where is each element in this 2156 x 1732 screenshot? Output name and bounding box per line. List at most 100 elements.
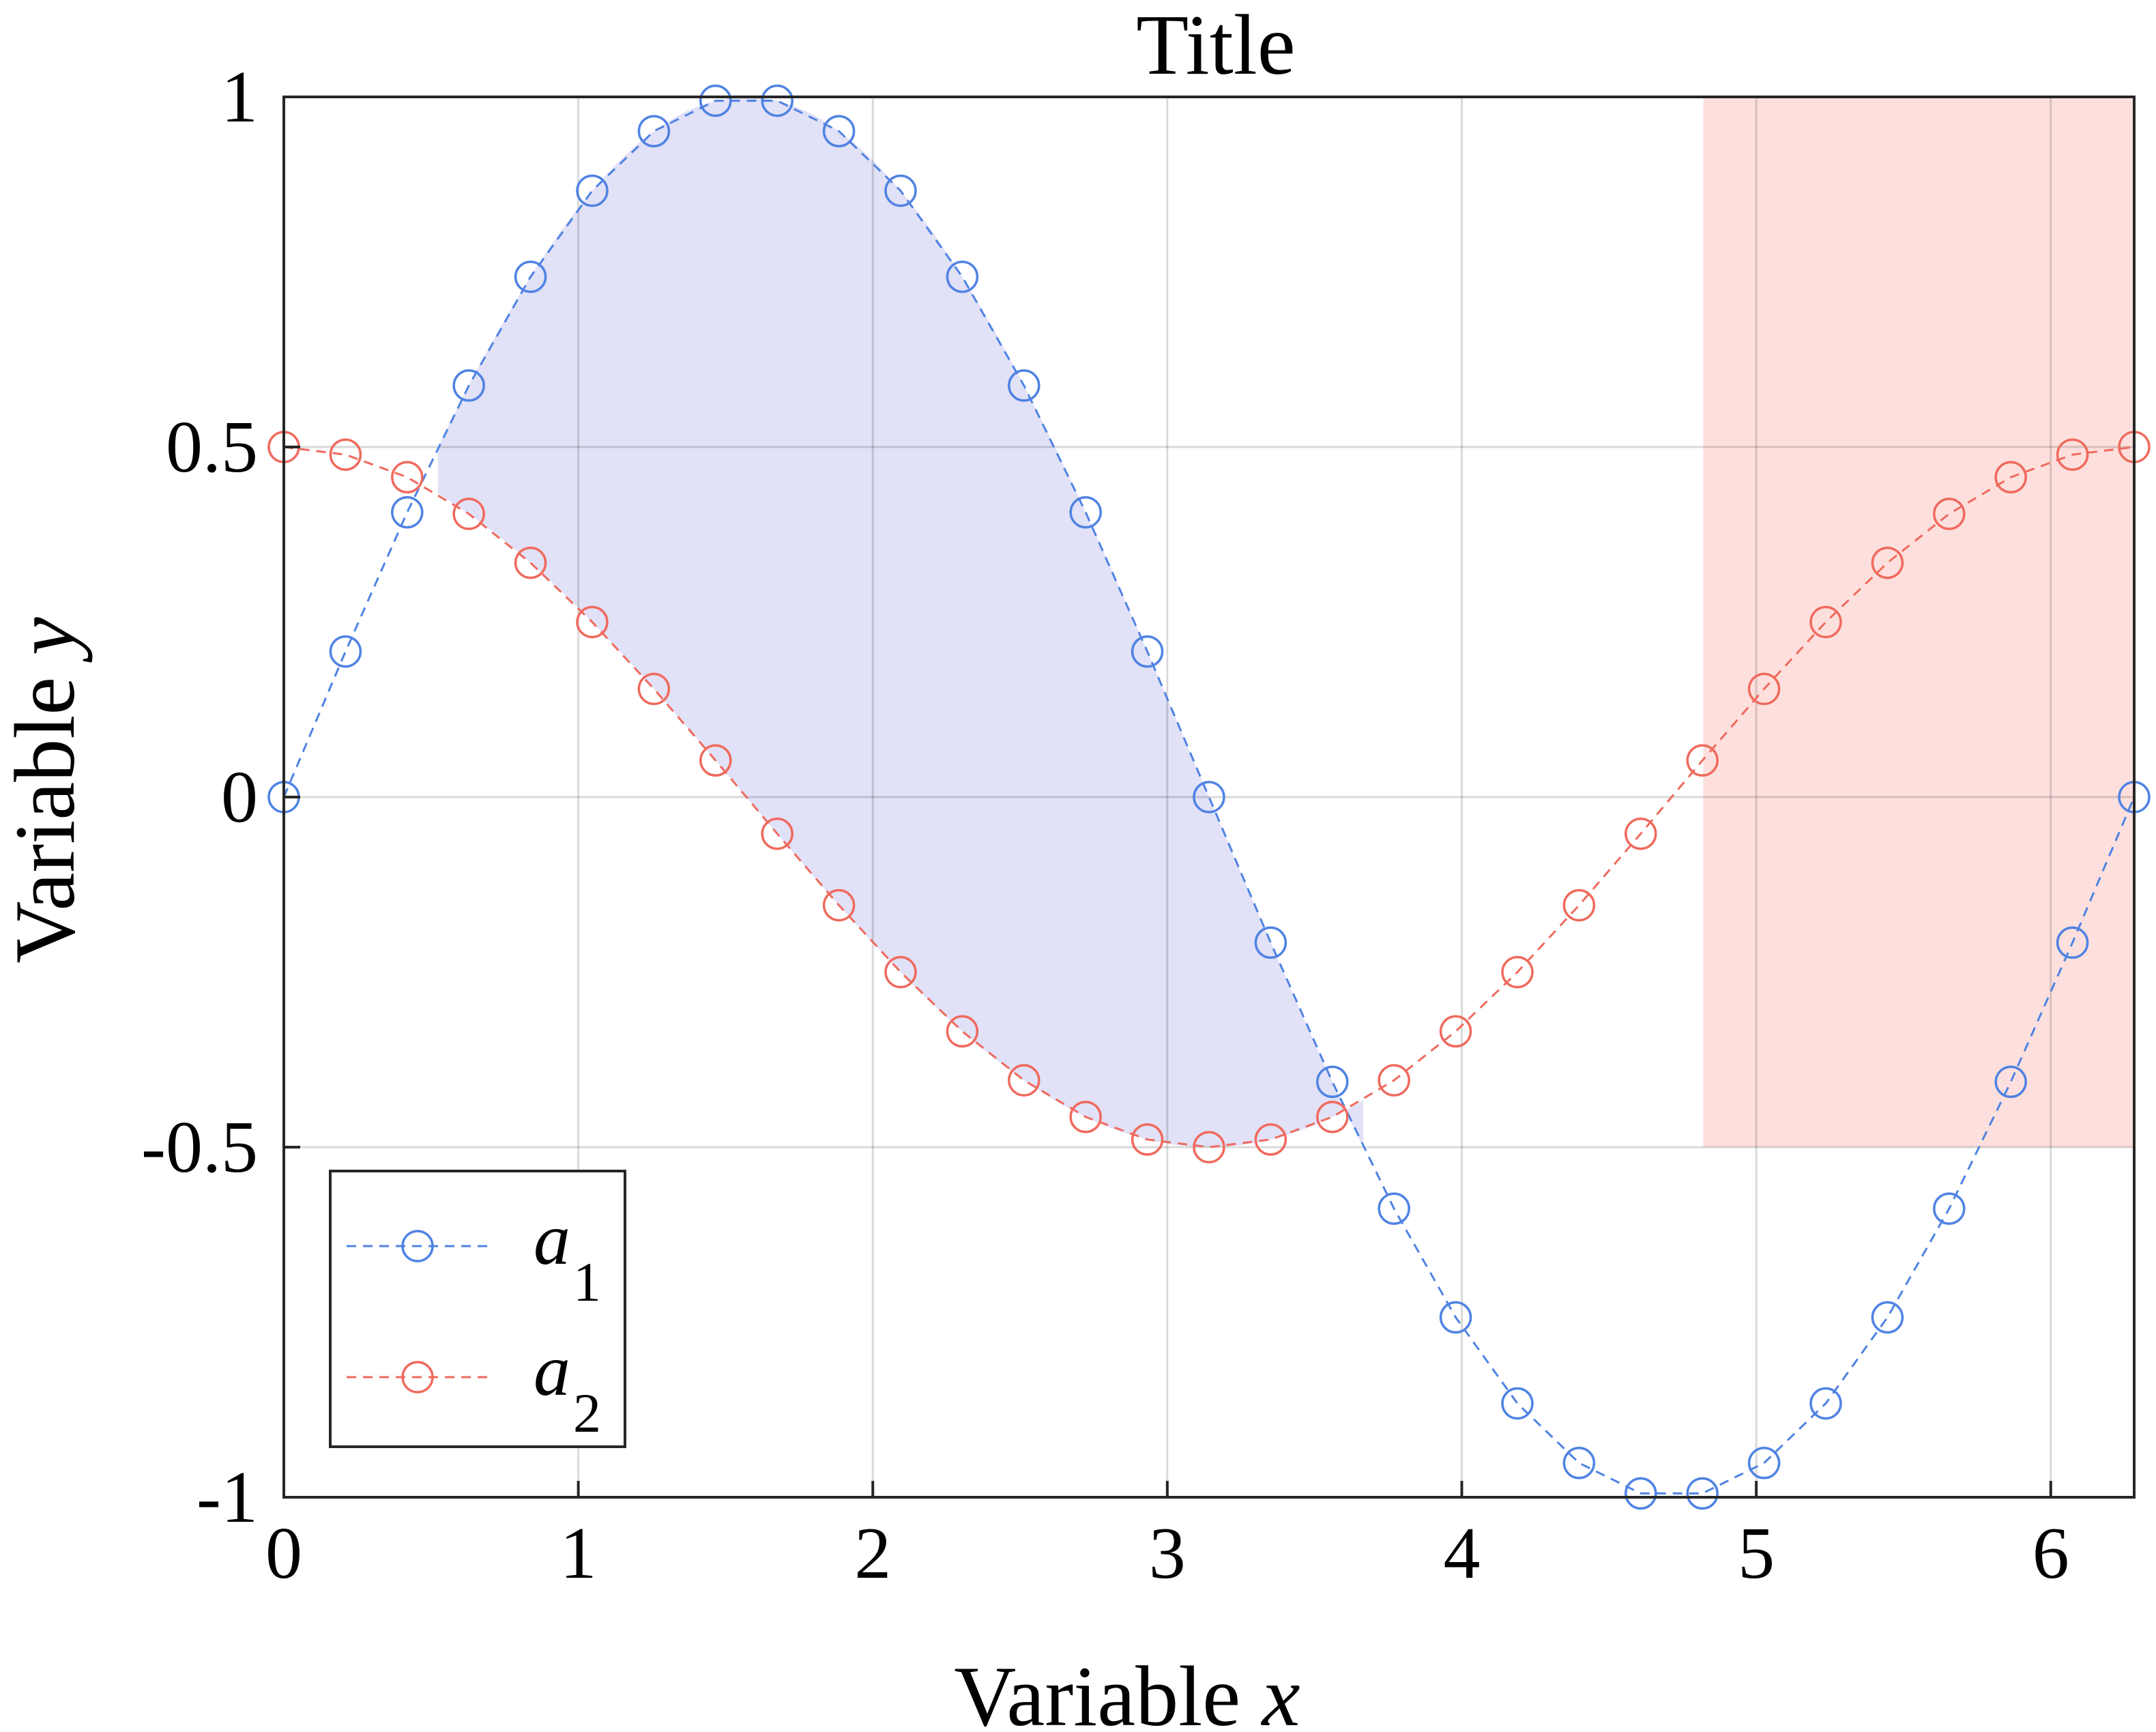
legend-label-base: a <box>534 1330 570 1411</box>
grid-layer <box>284 97 2134 1497</box>
x-tick-label: 4 <box>1444 1513 1481 1594</box>
y-axis-label: Variable y <box>0 617 93 963</box>
data-point-a1 <box>1254 926 1287 959</box>
chart-title: Title <box>1136 0 1295 93</box>
data-point-a2 <box>1193 1131 1225 1164</box>
data-point-a1 <box>1871 1301 1904 1334</box>
data-point-a2 <box>1378 1064 1410 1097</box>
legend-label-subscript: 1 <box>573 1251 601 1313</box>
data-point-a2 <box>1069 1100 1102 1134</box>
data-point-a2 <box>391 461 424 494</box>
y-tick-label: -0.5 <box>141 1107 258 1188</box>
data-point-a1 <box>1994 1065 2027 1099</box>
data-point-a2 <box>1439 1015 1472 1048</box>
series-a2 <box>267 431 2151 1164</box>
data-point-a1 <box>884 174 917 207</box>
data-point-a2 <box>637 672 671 706</box>
y-axis-label-variable: y <box>0 617 93 663</box>
legend-entry-a2: a2 <box>347 1330 601 1444</box>
data-point-a1 <box>761 84 793 117</box>
legend-label-a1: a1 <box>534 1199 601 1313</box>
x-tick-label: 5 <box>1738 1513 1775 1594</box>
fill-between-area <box>438 97 1363 1147</box>
x-tick-label: 2 <box>854 1513 891 1594</box>
x-tick-label: 3 <box>1149 1513 1186 1594</box>
data-point-a2 <box>1131 1123 1164 1156</box>
data-point-a1 <box>946 260 979 293</box>
x-tick-label: 1 <box>560 1513 597 1594</box>
data-point-a1 <box>1316 1065 1349 1099</box>
legend-entry-a1: a1 <box>347 1199 601 1313</box>
data-point-a2 <box>1871 546 1904 579</box>
data-point-a1 <box>329 635 362 668</box>
data-point-a1 <box>576 174 609 207</box>
data-point-a2 <box>2056 438 2089 471</box>
data-point-a2 <box>1501 955 1534 989</box>
data-point-a2 <box>1008 1064 1040 1097</box>
y-tick-label: 1 <box>221 57 258 138</box>
data-point-a2 <box>1933 497 1966 530</box>
ticks-layer: 0 1 2 3 4 5 6 -1 -0.5 0 0.5 1 <box>141 57 2069 1594</box>
y-axis-label-text: Variable <box>0 655 93 963</box>
data-point-a2 <box>699 744 732 777</box>
data-point-a2 <box>1562 889 1596 922</box>
data-point-a1 <box>1008 369 1040 402</box>
data-point-a1 <box>699 84 732 117</box>
legend-label-a2: a2 <box>534 1330 601 1444</box>
data-point-a1 <box>1625 1477 1657 1510</box>
series-line-a1 <box>282 100 2136 1495</box>
data-point-a2 <box>884 955 917 989</box>
y-tick-label: 0.5 <box>166 407 258 488</box>
legend-marker-a2 <box>401 1361 434 1394</box>
data-point-a1 <box>637 115 671 147</box>
data-point-a2 <box>1316 1100 1349 1134</box>
y-tick-label: -1 <box>196 1457 258 1538</box>
data-point-a2 <box>1994 461 2027 494</box>
data-point-a1 <box>1933 1192 1966 1225</box>
data-point-a2 <box>946 1015 979 1048</box>
x-axis-label-text: Variable <box>954 1649 1262 1732</box>
data-point-a2 <box>576 605 609 639</box>
data-point-a1 <box>2056 926 2089 959</box>
data-point-a1 <box>1378 1192 1410 1225</box>
data-point-a1 <box>1562 1447 1596 1480</box>
data-point-a1 <box>452 369 485 402</box>
data-point-a2 <box>1747 672 1781 706</box>
data-point-a1 <box>1747 1447 1781 1480</box>
x-tick-label: 6 <box>2033 1513 2069 1594</box>
series-layer <box>267 84 2151 1510</box>
data-point-a1 <box>1193 781 1225 813</box>
x-axis-label: Variable x <box>954 1649 1300 1732</box>
data-point-a2 <box>329 438 362 471</box>
data-point-a1 <box>1131 635 1164 668</box>
data-point-a1 <box>1439 1301 1472 1334</box>
data-point-a2 <box>1625 817 1657 850</box>
data-point-a2 <box>822 889 856 922</box>
legend-marker-a1 <box>401 1230 434 1262</box>
shaded-region-layer <box>1703 97 2134 1147</box>
data-point-a1 <box>391 495 424 529</box>
data-point-a2 <box>1686 744 1719 777</box>
data-point-a1 <box>514 260 547 293</box>
data-point-a2 <box>452 497 485 530</box>
legend-box <box>329 1170 626 1448</box>
x-axis-label-variable: x <box>1261 1649 1300 1732</box>
data-point-a1 <box>1069 495 1102 529</box>
data-point-a2 <box>514 546 547 579</box>
x-tick-label: 0 <box>265 1513 302 1594</box>
data-point-a2 <box>761 817 793 850</box>
fill-between-layer <box>438 97 1363 1147</box>
y-tick-label: 0 <box>221 757 258 838</box>
legend-label-subscript: 2 <box>573 1382 601 1444</box>
data-point-a2 <box>1809 605 1842 639</box>
legend-label-base: a <box>534 1199 570 1280</box>
data-point-a2 <box>1254 1123 1287 1156</box>
data-point-a1 <box>1809 1387 1842 1420</box>
data-point-a1 <box>1686 1477 1719 1510</box>
shaded-region <box>1703 97 2134 1147</box>
data-point-a1 <box>822 115 856 147</box>
series-line-a2 <box>283 446 2135 1149</box>
